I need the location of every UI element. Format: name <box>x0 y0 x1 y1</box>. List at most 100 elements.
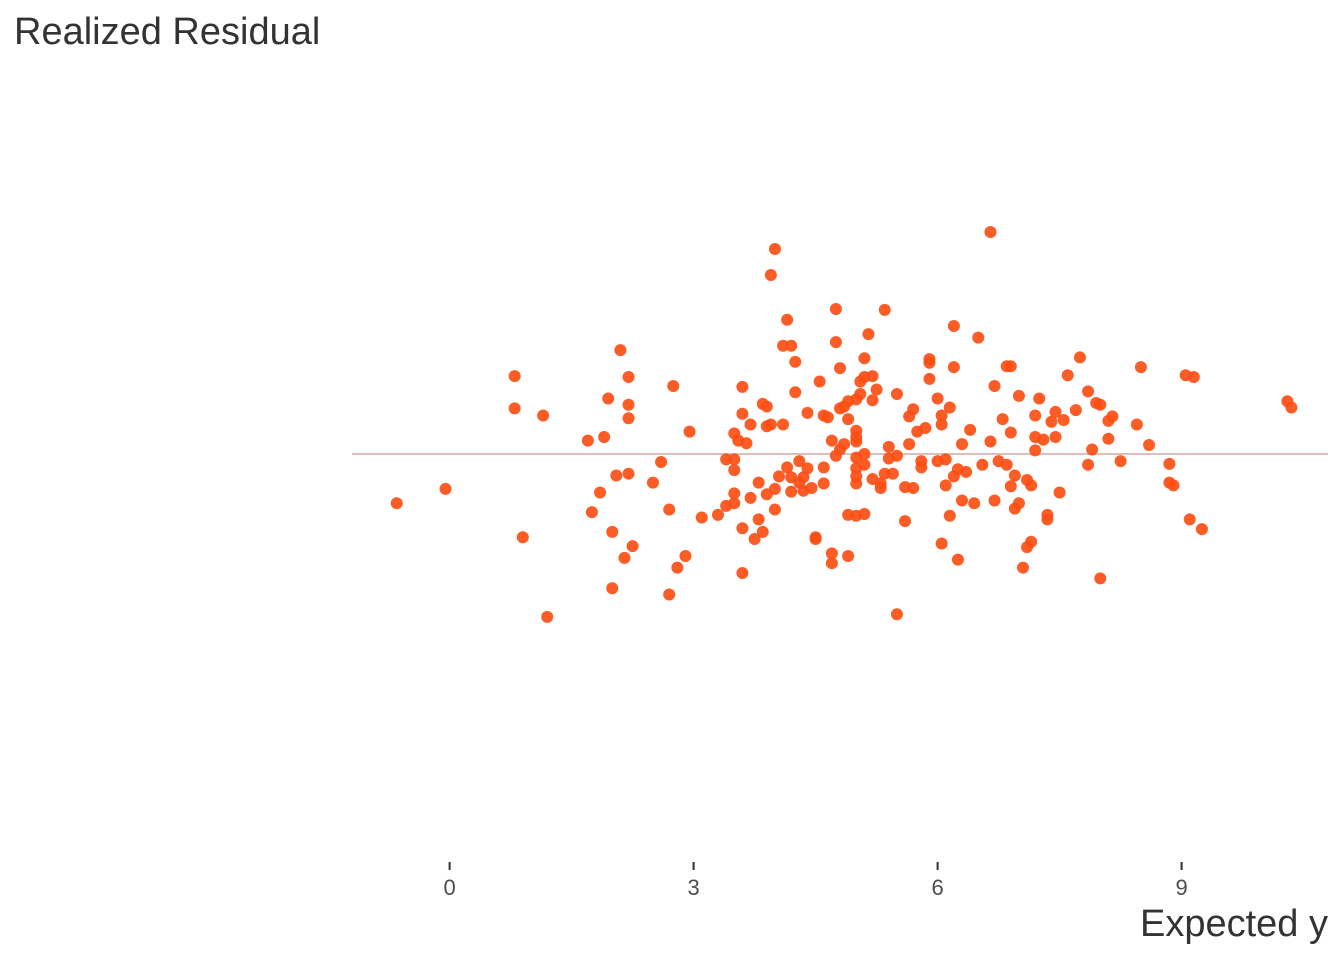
scatter-point <box>805 482 818 495</box>
scatter-point <box>1049 430 1062 443</box>
scatter-point <box>866 394 879 407</box>
scatter-point <box>984 226 997 239</box>
scatter-point <box>1134 361 1147 374</box>
scatter-point <box>1082 458 1095 471</box>
scatter-point <box>890 388 903 401</box>
scatter-point <box>1041 508 1054 521</box>
scatter-point <box>655 456 668 469</box>
scatter-point <box>1037 433 1050 446</box>
scatter-point <box>516 531 529 544</box>
scatter-point <box>1143 439 1156 452</box>
scatter-point <box>585 506 598 519</box>
scatter-point <box>890 449 903 462</box>
x-tick-label: 3 <box>687 875 699 900</box>
scatter-point <box>821 411 834 424</box>
scatter-point <box>919 422 932 435</box>
scatter-point <box>976 458 989 471</box>
scatter-point <box>935 537 948 550</box>
scatter-point <box>781 313 794 326</box>
scatter-point <box>923 372 936 385</box>
scatter-point <box>740 437 753 450</box>
scatter-point <box>756 525 769 538</box>
scatter-point <box>825 547 838 560</box>
scatter-point <box>1195 523 1208 536</box>
scatter-point <box>1187 371 1200 384</box>
scatter-point <box>907 482 920 495</box>
scatter-point <box>1114 455 1127 468</box>
scatter-point <box>838 438 851 451</box>
scatter-point <box>1102 432 1115 445</box>
scatter-point <box>825 557 838 570</box>
scatter-point <box>1029 444 1042 457</box>
scatter-point <box>1057 413 1070 426</box>
scatter-point <box>956 494 968 507</box>
scatter-point <box>834 362 846 375</box>
scatter-point <box>728 464 741 477</box>
scatter-point <box>748 533 761 546</box>
scatter-point <box>886 467 899 480</box>
scatter-point <box>858 448 871 460</box>
x-axis-label: Expected y <box>1140 903 1328 945</box>
scatter-point <box>736 567 749 580</box>
scatter-point <box>768 243 781 256</box>
scatter-point <box>947 361 960 374</box>
scatter-point <box>752 513 765 526</box>
scatter-point <box>1106 410 1119 423</box>
scatter-point <box>1025 535 1038 548</box>
scatter-point <box>866 370 879 383</box>
scatter-point <box>610 469 623 482</box>
scatter-point <box>829 336 842 349</box>
scatter-point <box>1086 443 1099 456</box>
scatter-point <box>972 331 985 344</box>
scatter-point <box>858 352 871 365</box>
scatter-point <box>935 409 948 422</box>
scatter-point <box>622 398 635 411</box>
scatter-point <box>744 491 757 504</box>
scatter-point <box>935 418 948 431</box>
scatter-point <box>931 392 944 405</box>
scatter-point <box>1017 561 1029 574</box>
scatter-point <box>899 515 912 528</box>
scatter-point <box>752 476 765 489</box>
scatter-point <box>598 430 611 443</box>
scatter-point <box>606 525 619 538</box>
scatter-point <box>817 461 830 474</box>
scatter-point <box>947 320 960 333</box>
scatter-point <box>1000 458 1013 471</box>
scatter-point <box>1012 389 1025 402</box>
scatter-point <box>736 522 749 535</box>
scatter-point <box>606 582 619 595</box>
scatter-point <box>850 430 863 443</box>
scatter-point <box>728 487 741 500</box>
scatter-point <box>1004 360 1017 373</box>
scatter-point <box>785 339 798 352</box>
scatter-point <box>1285 401 1298 414</box>
scatter-point <box>870 383 883 396</box>
scatter-point <box>903 438 916 451</box>
scatter-point <box>768 482 781 495</box>
scatter-point <box>594 486 607 499</box>
scatter-point <box>1025 479 1038 492</box>
chart-title: Realized Residual <box>14 11 320 53</box>
scatter-point <box>712 508 724 521</box>
scatter-point <box>768 503 781 516</box>
scatter-point <box>695 511 708 524</box>
x-tick-label: 9 <box>1175 875 1187 900</box>
scatter-point <box>744 418 757 431</box>
scatter-point <box>626 540 639 553</box>
scatter-point <box>1008 469 1021 482</box>
scatter-point <box>789 355 802 368</box>
scatter-point <box>764 269 777 281</box>
scatter-point <box>943 401 956 414</box>
scatter-point <box>968 497 981 510</box>
scatter-point <box>789 386 802 399</box>
scatter-point <box>781 461 794 474</box>
scatter-point <box>825 434 838 447</box>
scatter-point <box>813 375 826 388</box>
scatter-point <box>1163 457 1176 470</box>
scatter-point <box>923 356 936 369</box>
scatter-point <box>622 467 635 480</box>
scatter-point <box>764 418 777 431</box>
